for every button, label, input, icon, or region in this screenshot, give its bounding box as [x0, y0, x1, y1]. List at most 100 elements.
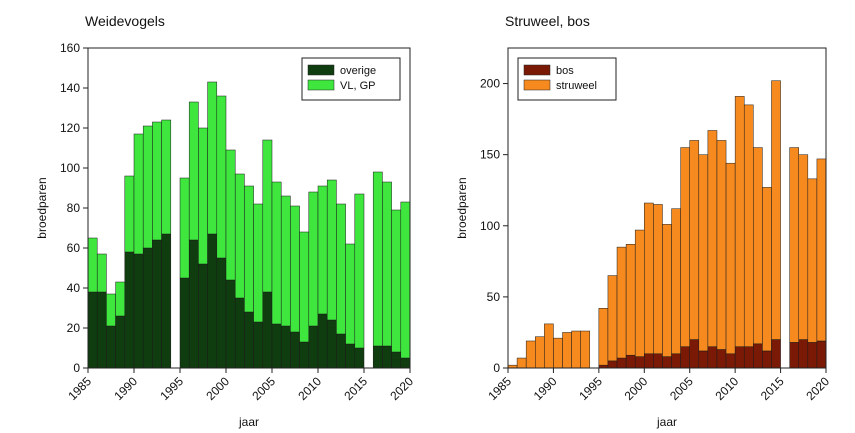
bar-segment: [625, 354, 636, 369]
bar-segment: [698, 350, 709, 369]
bar-segment: [317, 185, 328, 315]
bar-segment: [680, 346, 690, 369]
bar-segment: [372, 345, 383, 369]
bar-segment: [253, 321, 264, 369]
bar-segment: [161, 233, 172, 369]
legend-label: overige: [340, 65, 376, 77]
bar-segment: [317, 313, 328, 369]
bar-segment: [326, 179, 337, 321]
bar-segment: [345, 243, 356, 345]
bar-segment: [308, 191, 319, 327]
bar-segment: [525, 340, 536, 369]
bar-segment: [698, 154, 709, 352]
x-tick-label: 2010: [295, 374, 324, 403]
bar-segment: [290, 331, 300, 369]
bar-segment: [225, 279, 236, 369]
bar-segment: [743, 346, 754, 369]
bar-segment: [142, 247, 153, 369]
bar-segment: [762, 350, 772, 369]
bar-segment: [234, 173, 245, 299]
bar-segment: [87, 291, 98, 369]
bar-segment: [271, 323, 282, 369]
bar-segment: [671, 353, 681, 369]
bar-segment: [644, 202, 654, 355]
plot-frame: [507, 47, 827, 369]
bar-segment: [161, 119, 172, 235]
legend-label: struweel: [556, 80, 597, 92]
bar-segment: [179, 177, 190, 279]
bar-segment: [789, 147, 799, 343]
bar-segment: [789, 342, 799, 369]
bar-segment: [707, 130, 718, 347]
bar-segment: [634, 229, 645, 357]
bar-segment: [391, 209, 402, 353]
bar-segment: [207, 233, 218, 369]
bar-segment: [516, 357, 527, 369]
bar-segment: [152, 121, 162, 241]
bar-segment: [716, 140, 727, 350]
x-axis-label: jaar: [238, 415, 259, 429]
legend-label: VL, GP: [340, 80, 375, 92]
bar-segment: [216, 257, 227, 369]
y-tick-label: 200: [480, 77, 500, 91]
bar-segment: [299, 231, 310, 343]
bar-segment: [198, 263, 208, 369]
chart-title: Struweel, bos: [505, 13, 590, 29]
bar-segment: [816, 340, 827, 369]
bar-segment: [142, 125, 153, 249]
bar-segment: [262, 291, 273, 369]
x-tick-label: 1985: [65, 374, 94, 403]
y-tick-label: 20: [67, 321, 81, 335]
y-tick-label: 150: [480, 148, 500, 162]
x-tick-label: 2005: [249, 374, 278, 403]
y-tick-label: 160: [60, 41, 80, 55]
bar-segment: [299, 341, 310, 369]
bar-segment: [734, 96, 745, 347]
bar-segment: [400, 201, 411, 359]
bar-segment: [382, 181, 392, 347]
bar-segment: [290, 205, 300, 333]
bar-segment: [616, 357, 627, 369]
bar-segment: [188, 101, 199, 241]
x-tick-label: 1995: [157, 374, 186, 403]
bar-segment: [798, 339, 809, 369]
bar-segment: [771, 80, 781, 340]
y-tick-label: 100: [60, 161, 80, 175]
x-tick-label: 1995: [576, 374, 605, 403]
bar-segment: [734, 346, 745, 369]
bar-segment: [571, 330, 581, 369]
bar-segment: [580, 330, 591, 369]
bar-segment: [634, 356, 645, 369]
bar-segment: [308, 325, 319, 369]
legend-box: [301, 57, 401, 101]
bar-segment: [87, 237, 98, 293]
bar-segment: [253, 203, 264, 323]
x-tick-label: 2020: [803, 374, 832, 403]
bar-segment: [625, 244, 636, 356]
bar-segment: [391, 351, 402, 369]
bar-segment: [152, 239, 162, 369]
bar-segment: [124, 251, 135, 369]
y-axis-label: broedparen: [455, 177, 469, 238]
bar-segment: [345, 343, 356, 369]
bar-segment: [336, 333, 346, 369]
y-axis-label: broedparen: [35, 177, 49, 238]
x-tick-label: 1985: [485, 374, 514, 403]
bar-segment: [671, 208, 681, 355]
bar-segment: [115, 281, 126, 317]
bar-segment: [562, 332, 572, 369]
bar-segment: [771, 339, 781, 369]
bar-segment: [262, 139, 273, 293]
legend-swatch: [307, 64, 335, 76]
bar-segment: [198, 127, 208, 265]
bar-segment: [535, 336, 545, 369]
bar-segment: [662, 224, 672, 357]
bar-segment: [707, 346, 718, 369]
bar-segment: [372, 171, 383, 347]
bar-segment: [662, 356, 672, 369]
y-tick-label: 0: [73, 361, 80, 375]
x-tick-label: 2010: [712, 374, 741, 403]
bar-segment: [225, 149, 236, 281]
bar-segment: [336, 203, 346, 335]
